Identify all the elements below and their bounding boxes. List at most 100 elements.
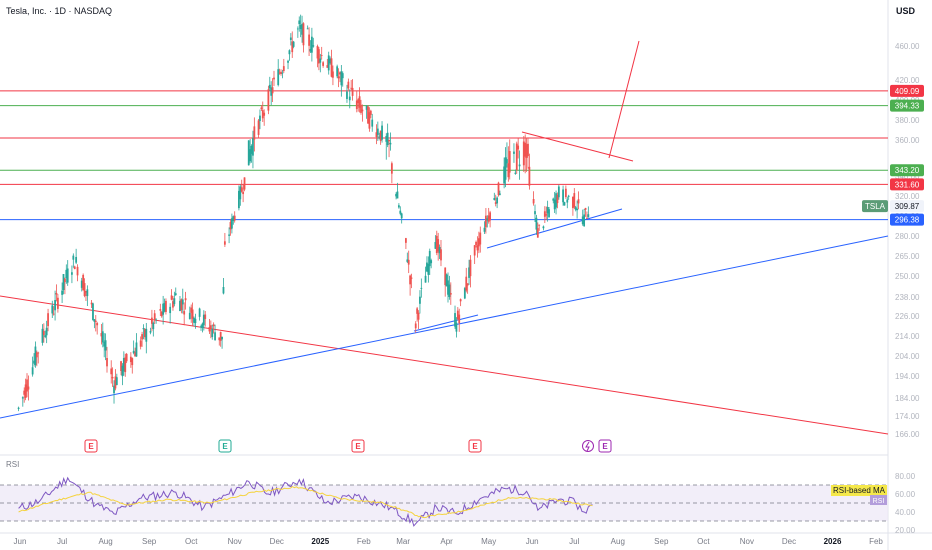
candle-179[interactable] — [369, 109, 372, 119]
earnings-marker-1[interactable]: E — [218, 439, 232, 453]
candle-190[interactable] — [390, 161, 393, 184]
candle-1[interactable] — [21, 396, 24, 407]
candle-222[interactable] — [455, 317, 458, 338]
candle-97[interactable] — [209, 320, 212, 339]
candle-71[interactable] — [159, 303, 162, 317]
candle-68[interactable] — [152, 321, 155, 337]
candle-198[interactable] — [407, 250, 410, 274]
candle-165[interactable] — [341, 71, 344, 87]
candle-60[interactable] — [135, 333, 138, 357]
candle-228[interactable] — [466, 283, 469, 294]
candle-275[interactable] — [557, 184, 560, 200]
candle-61[interactable] — [139, 336, 142, 350]
candle-216[interactable] — [444, 267, 447, 297]
candle-142[interactable] — [298, 16, 301, 32]
candle-139[interactable] — [291, 31, 294, 58]
candle-213[interactable] — [437, 232, 440, 261]
candle-116[interactable] — [247, 140, 250, 166]
candle-112[interactable] — [239, 184, 242, 206]
candle-285[interactable] — [577, 191, 580, 210]
candle-99[interactable] — [212, 322, 215, 334]
candle-121[interactable] — [257, 119, 260, 139]
candle-78[interactable] — [172, 296, 174, 311]
candle-187[interactable] — [386, 123, 389, 148]
candle-266[interactable] — [542, 225, 545, 231]
candle-88[interactable] — [191, 302, 194, 327]
candle-202[interactable] — [416, 306, 419, 322]
trendline-long-up[interactable] — [0, 235, 889, 419]
candle-284[interactable] — [576, 200, 579, 219]
candle-25[interactable] — [66, 260, 69, 286]
candle-119[interactable] — [252, 130, 254, 169]
candle-134[interactable] — [281, 69, 284, 79]
candle-233[interactable] — [476, 236, 479, 258]
candle-101[interactable] — [218, 337, 221, 346]
candle-59[interactable] — [134, 347, 136, 357]
level-price-tag-1[interactable]: 394.33 — [890, 99, 924, 112]
candle-245[interactable] — [499, 190, 501, 196]
candle-224[interactable] — [458, 308, 461, 332]
candle-56[interactable] — [129, 352, 132, 368]
candle-288[interactable] — [584, 207, 587, 217]
candle-259[interactable] — [527, 137, 529, 169]
candle-76[interactable] — [169, 303, 172, 324]
candle-177[interactable] — [367, 105, 369, 124]
candle-45[interactable] — [106, 346, 108, 373]
candle-175[interactable] — [361, 104, 364, 122]
candle-91[interactable] — [198, 307, 201, 321]
candle-53[interactable] — [122, 351, 125, 376]
candle-254[interactable] — [517, 138, 520, 159]
candle-96[interactable] — [208, 319, 211, 335]
candle-72[interactable] — [160, 310, 163, 318]
candle-207[interactable] — [426, 256, 428, 273]
candle-162[interactable] — [337, 68, 340, 88]
candle-280[interactable] — [567, 194, 570, 200]
candle-220[interactable] — [449, 282, 452, 305]
candle-81[interactable] — [179, 295, 181, 312]
candle-27[interactable] — [72, 253, 75, 268]
candle-95[interactable] — [204, 310, 207, 327]
candle-79[interactable] — [173, 291, 176, 307]
candle-217[interactable] — [445, 273, 448, 287]
candle-15[interactable] — [47, 308, 49, 332]
candle-103[interactable] — [221, 336, 223, 349]
earnings-marker-4[interactable]: E — [598, 439, 612, 453]
candle-269[interactable] — [546, 200, 549, 222]
candle-120[interactable] — [253, 117, 256, 152]
price-axis[interactable]: 166.00 174.00 184.00 194.00 204.00 214.00 226.… — [862, 42, 924, 439]
candle-0[interactable] — [17, 406, 20, 412]
earnings-marker-2[interactable]: E — [351, 439, 365, 453]
candle-244[interactable] — [497, 181, 500, 197]
candle-2[interactable] — [23, 387, 26, 403]
candle-185[interactable] — [381, 121, 383, 143]
candle-66[interactable] — [149, 327, 152, 335]
candle-163[interactable] — [339, 71, 341, 83]
candle-52[interactable] — [121, 363, 124, 386]
candle-169[interactable] — [350, 79, 353, 91]
candle-249[interactable] — [507, 146, 510, 182]
candle-145[interactable] — [302, 22, 305, 53]
candle-156[interactable] — [326, 58, 329, 68]
candle-143[interactable] — [299, 14, 302, 38]
candle-157[interactable] — [327, 51, 330, 75]
candle-77[interactable] — [170, 289, 173, 301]
candle-289[interactable] — [586, 211, 588, 219]
candle-108[interactable] — [230, 213, 233, 234]
rsi-ma-line[interactable] — [18, 486, 593, 519]
candle-164[interactable] — [340, 65, 343, 97]
candle-246[interactable] — [503, 157, 506, 189]
candle-218[interactable] — [447, 272, 449, 303]
candle-193[interactable] — [397, 203, 400, 209]
candle-111[interactable] — [238, 185, 240, 211]
candle-117[interactable] — [249, 139, 252, 164]
candle-160[interactable] — [332, 65, 334, 86]
candle-197[interactable] — [406, 252, 409, 264]
candle-149[interactable] — [310, 27, 313, 62]
candle-4[interactable] — [26, 373, 28, 398]
candle-206[interactable] — [424, 266, 427, 283]
candle-100[interactable] — [214, 324, 216, 341]
candle-281[interactable] — [571, 196, 574, 216]
earnings-marker-0[interactable]: E — [84, 439, 98, 453]
candle-22[interactable] — [62, 273, 65, 295]
candle-287[interactable] — [583, 208, 586, 227]
